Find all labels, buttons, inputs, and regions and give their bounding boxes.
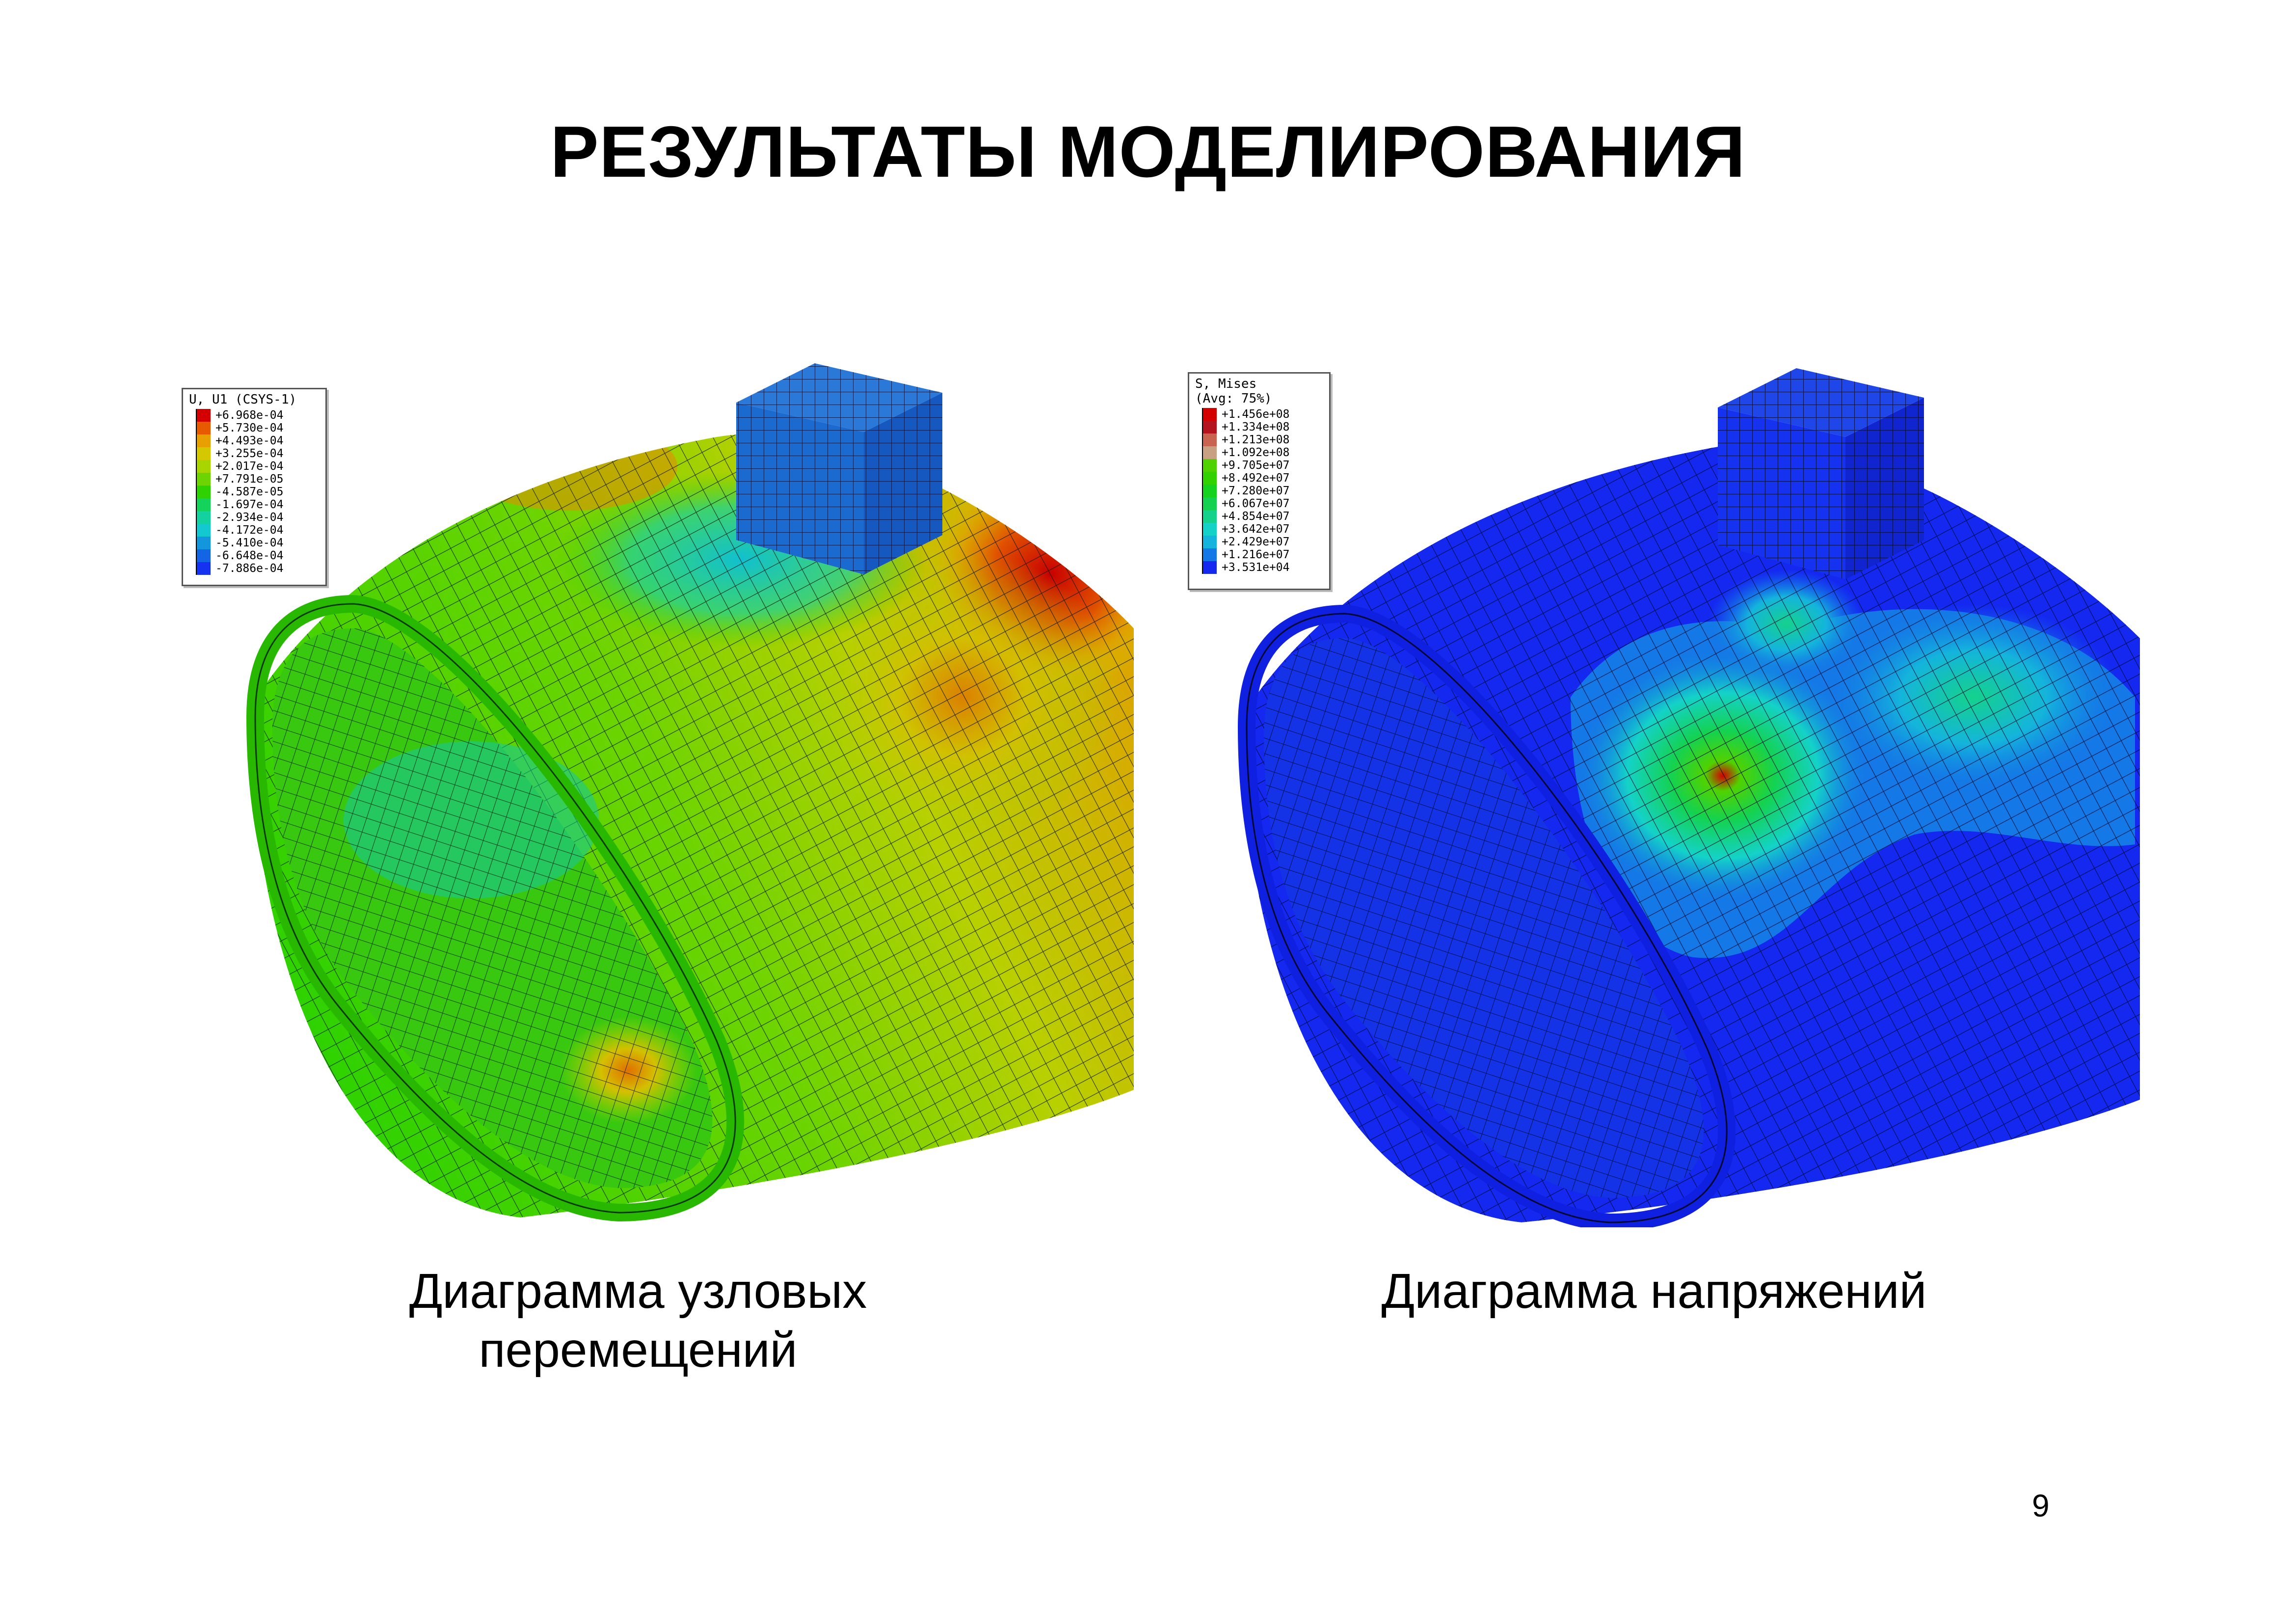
legend-value: -4.172e-04 [215,524,284,537]
legend-title: S, Mises (Avg: 75%) [1195,377,1272,406]
legend-color-swatch [1202,472,1217,485]
legend-value: +1.213e+08 [1222,433,1290,446]
stress-caption: Диаграмма напряжений [1286,1262,2022,1321]
legend-entry: +7.791e-05 [183,473,325,486]
legend-color-swatch [1202,446,1217,459]
legend-value: +1.092e+08 [1222,446,1290,459]
displacement-contour-image [177,353,1134,1227]
legend-value: +1.216e+07 [1222,548,1290,561]
legend-value: -5.410e-04 [215,537,284,549]
legend-value: +2.429e+07 [1222,536,1290,548]
legend-entry: +6.067e+07 [1189,497,1329,510]
legend-entry: -4.587e-05 [183,486,325,498]
legend-color-swatch [1202,433,1217,446]
legend-color-swatch [1202,548,1217,561]
legend-color-swatch [1202,485,1217,497]
legend-value: +4.854e+07 [1222,510,1290,523]
legend-color-swatch [1202,497,1217,510]
legend-entry: +9.705e+07 [1189,459,1329,472]
legend-value: +2.017e-04 [215,460,284,473]
legend-color-swatch [1202,510,1217,523]
legend-color-swatch [196,524,211,537]
legend-entry: +3.642e+07 [1189,523,1329,536]
displacement-legend: U, U1 (CSYS-1) +6.968e-04 +5.730e-04 +4.49… [182,388,327,586]
legend-value: -1.697e-04 [215,498,284,511]
caption-text: Диаграмма узловых перемещений [409,1264,867,1378]
slide-title: РЕЗУЛЬТАТЫ МОДЕЛИРОВАНИЯ [550,111,1746,192]
legend-color-swatch [196,537,211,549]
legend-entry: +2.429e+07 [1189,536,1329,548]
legend-entry: +1.216e+07 [1189,548,1329,561]
tube-inner-opening [1237,604,1736,1227]
legend-entry: +4.493e-04 [183,434,325,447]
legend-entry: +1.213e+08 [1189,433,1329,446]
legend-color-swatch [196,562,211,575]
legend-entry: -2.934e-04 [183,511,325,524]
legend-entry: +1.456e+08 [1189,408,1329,421]
legend-color-swatch [1202,561,1217,574]
legend-value: +9.705e+07 [1222,459,1290,472]
legend-entry: -5.410e-04 [183,537,325,549]
legend-color-swatch [1202,523,1217,536]
legend-color-swatch [1202,421,1217,433]
legend-color-swatch [196,549,211,562]
legend-color-swatch [196,511,211,524]
legend-entry: +4.854e+07 [1189,510,1329,523]
legend-color-swatch [196,460,211,473]
legend-value: +6.067e+07 [1222,497,1290,510]
legend-color-swatch [1202,459,1217,472]
displacement-caption: Диаграмма узловых перемещений [294,1262,982,1380]
legend-entry: +5.730e-04 [183,422,325,434]
legend-color-swatch [196,498,211,511]
legend-entry: -7.886e-04 [183,562,325,575]
legend-value: +4.493e-04 [215,434,284,447]
legend-value: +1.334e+08 [1222,421,1290,433]
legend-entry: +2.017e-04 [183,460,325,473]
legend-entry: +3.255e-04 [183,447,325,460]
stress-contour-image [1178,353,2140,1227]
legend-color-swatch [1202,536,1217,548]
tube-inner-opening [246,595,745,1222]
stress-legend: S, Mises (Avg: 75%) +1.456e+08 +1.334e+08… [1188,372,1331,590]
legend-value: -6.648e-04 [215,549,284,562]
legend-value: +5.730e-04 [215,422,284,434]
legend-color-swatch [196,422,211,434]
legend-color-swatch [196,473,211,486]
legend-entry: +1.334e+08 [1189,421,1329,433]
upper-support-block [1718,368,1924,579]
legend-value: +7.280e+07 [1222,485,1290,497]
legend-entry: +3.531e+04 [1189,561,1329,574]
legend-entry: +7.280e+07 [1189,485,1329,497]
legend-entry: +6.968e-04 [183,409,325,422]
legend-color-swatch [196,434,211,447]
legend-title: U, U1 (CSYS-1) [189,392,297,407]
upper-support-block [736,363,942,574]
legend-value: +3.642e+07 [1222,523,1290,536]
legend-color-swatch [196,486,211,498]
legend-value: -2.934e-04 [215,511,284,524]
legend-color-swatch [196,409,211,422]
legend-entry: -1.697e-04 [183,498,325,511]
legend-entry: +1.092e+08 [1189,446,1329,459]
legend-entry: +8.492e+07 [1189,472,1329,485]
legend-value: +8.492e+07 [1222,472,1290,485]
legend-entry: -6.648e-04 [183,549,325,562]
legend-entry: -4.172e-04 [183,524,325,537]
legend-value: +7.791e-05 [215,473,284,486]
legend-value: +1.456e+08 [1222,408,1290,421]
caption-text: Диаграмма напряжений [1381,1264,1927,1319]
legend-color-swatch [196,447,211,460]
legend-value: +3.255e-04 [215,447,284,460]
legend-value: +3.531e+04 [1222,561,1290,574]
legend-value: -4.587e-05 [215,486,284,498]
page-number: 9 [2032,1488,2050,1523]
legend-value: +6.968e-04 [215,409,284,422]
legend-value: -7.886e-04 [215,562,284,575]
legend-color-swatch [1202,408,1217,421]
